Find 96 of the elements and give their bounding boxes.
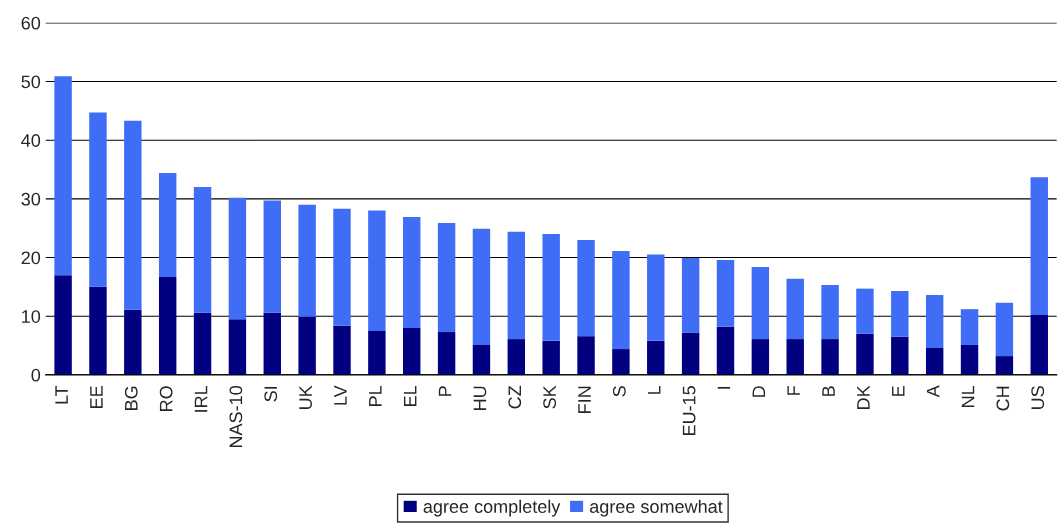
bar [263, 312, 281, 375]
x-tick-label: CZ [508, 385, 522, 409]
legend-label: agree completely [423, 499, 561, 517]
x-tick-label: B [822, 386, 835, 396]
bar [751, 266, 770, 340]
x-tick-label: LT [55, 385, 68, 404]
legend-label: agree somewhat [590, 499, 723, 517]
x-tick-label: EL [403, 385, 417, 406]
x-tick-label: IRL [194, 385, 208, 412]
bar [995, 356, 1014, 375]
bar [54, 275, 72, 375]
x-tick-label: L [648, 385, 661, 394]
x-tick-label: D [752, 386, 766, 397]
bar [925, 295, 944, 348]
x-tick-label: DK [857, 385, 870, 409]
bar [437, 222, 456, 333]
bar [263, 200, 281, 313]
bar [891, 290, 909, 337]
bar [124, 120, 142, 310]
bar [960, 344, 979, 375]
bar [298, 204, 316, 317]
bar [751, 339, 770, 375]
x-tick-label: SI [264, 386, 278, 402]
bar [507, 339, 526, 375]
x-tick-label: F [787, 386, 800, 395]
bar [193, 312, 212, 375]
bar [89, 286, 107, 375]
bar [298, 316, 316, 375]
bar [158, 276, 177, 375]
bar [542, 340, 560, 375]
bar [472, 228, 491, 345]
x-tick-label: FIN [578, 386, 591, 413]
bar [403, 217, 421, 328]
bar [925, 347, 944, 375]
x-tick-label: US [1031, 386, 1045, 409]
x-tick-label: BG [124, 386, 138, 410]
bar [403, 327, 421, 375]
bar [1030, 315, 1048, 375]
bar [89, 112, 107, 287]
y-tick-label: 10 [22, 310, 41, 323]
bar [368, 330, 386, 375]
y-tick-label: 40 [21, 134, 41, 147]
y-tick-label: 30 [21, 192, 41, 206]
bar [786, 339, 804, 375]
bar [612, 349, 630, 375]
bar [960, 309, 979, 345]
bar [856, 288, 874, 334]
bar [786, 278, 804, 340]
x-tick-label: P [438, 386, 452, 396]
bar [891, 336, 909, 375]
x-tick-label: S [612, 386, 626, 397]
bar [507, 231, 526, 340]
bar [647, 340, 665, 375]
bar [821, 285, 839, 340]
y-tick-label: 0 [31, 368, 41, 382]
bar [681, 258, 700, 333]
x-tick-label: NL [961, 385, 975, 407]
x-tick-label: CH [996, 386, 1010, 411]
x-tick-label: NAS-10 [229, 386, 243, 448]
x-tick-label: LV [334, 385, 347, 405]
bar [54, 76, 72, 276]
x-tick-label: EU-15 [682, 386, 696, 435]
y-tick-label: 60 [21, 16, 41, 30]
bar [1030, 177, 1048, 316]
bar [647, 254, 665, 341]
bar [333, 325, 351, 375]
bar [472, 344, 491, 375]
bar [542, 234, 560, 341]
bar [821, 339, 839, 375]
bar [577, 336, 595, 375]
y-tick-label: 20 [21, 251, 41, 265]
bar [158, 173, 177, 277]
bar [856, 333, 874, 375]
x-tick-label: A [926, 385, 940, 398]
x-tick-label: PL [369, 385, 382, 406]
bar [228, 197, 247, 320]
bar [193, 187, 212, 313]
bar [612, 251, 630, 350]
bar [368, 210, 386, 331]
bar [995, 302, 1014, 357]
bar [716, 326, 735, 375]
bar [124, 309, 142, 375]
y-tick-label: 50 [21, 75, 41, 89]
bar [437, 332, 456, 375]
x-tick-label: I [717, 386, 731, 389]
bar [228, 319, 247, 375]
x-tick-label: HU [473, 386, 487, 410]
bar [333, 208, 351, 326]
x-tick-label: UK [299, 385, 312, 409]
bar [577, 239, 595, 337]
x-tick-label: EE [90, 386, 103, 408]
bar [681, 332, 700, 375]
x-tick-label: SK [543, 385, 557, 409]
bar [716, 259, 735, 327]
x-tick-label: E [892, 386, 905, 396]
x-tick-label: RO [159, 386, 173, 411]
